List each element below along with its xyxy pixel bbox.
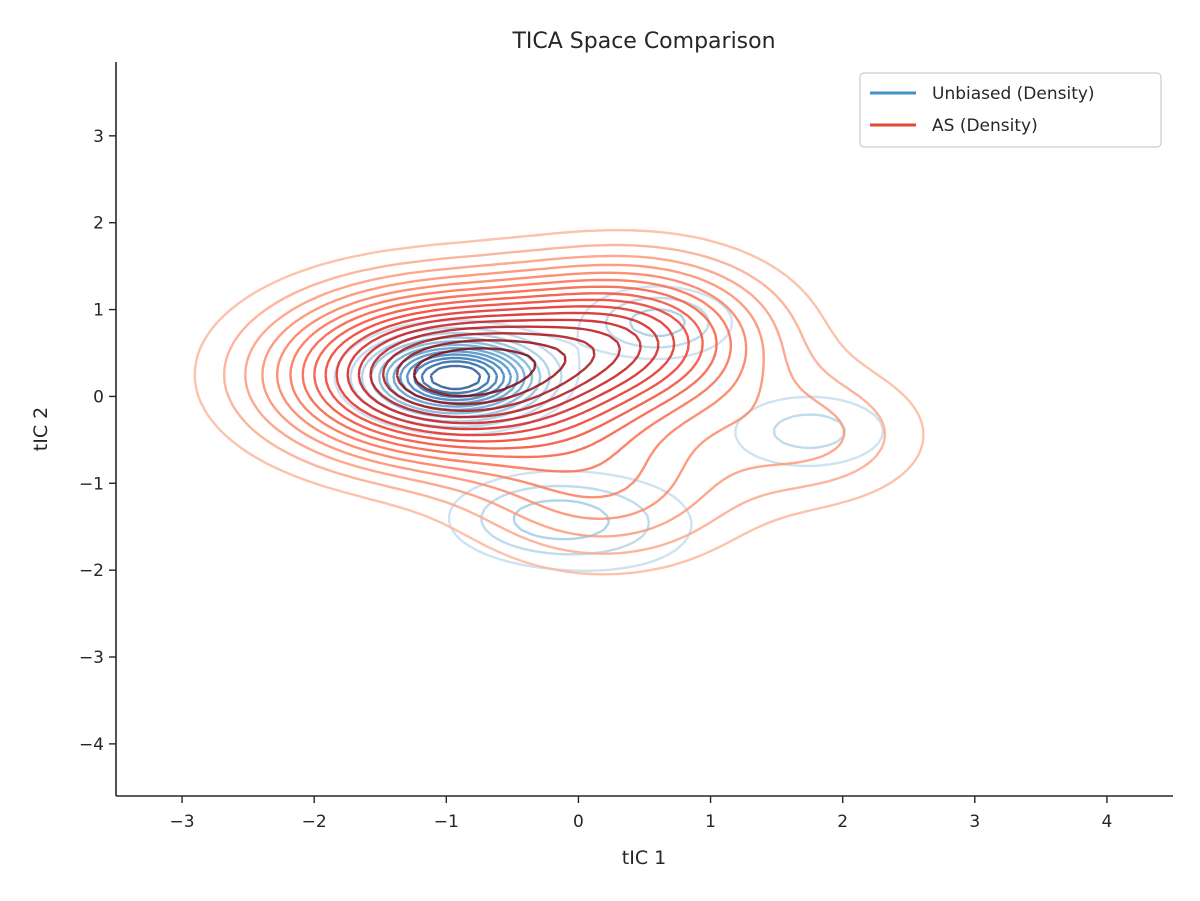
axes — [115, 62, 1173, 797]
x-ticks: −3 −2 −1 0 1 2 3 4 — [170, 796, 1113, 832]
x-tick-label: 2 — [837, 812, 848, 832]
as-contour-line — [244, 254, 846, 538]
x-tick-label: 3 — [969, 812, 980, 832]
y-tick-label: 0 — [93, 387, 104, 407]
x-tick-label: 0 — [573, 812, 584, 832]
x-tick-label: 4 — [1102, 812, 1113, 832]
as-contour-line — [275, 271, 748, 499]
as-contour-line — [335, 305, 676, 437]
chart-title: TICA Space Comparison — [511, 29, 775, 54]
unbiased-density-contours — [333, 285, 885, 572]
as-contour-line — [289, 278, 732, 473]
y-axis-label: tIC 2 — [30, 407, 52, 451]
legend-label-unbiased: Unbiased (Density) — [932, 84, 1095, 104]
y-tick-label: −1 — [79, 474, 104, 494]
y-tick-label: 3 — [93, 127, 104, 147]
as-contour-line — [381, 332, 596, 412]
x-tick-label: −2 — [302, 812, 327, 832]
unbiased-contour-line — [429, 364, 482, 391]
x-tick-label: −3 — [170, 812, 195, 832]
legend: Unbiased (Density) AS (Density) — [859, 72, 1162, 148]
as-contour-line — [313, 292, 704, 450]
as-contour-line — [346, 311, 660, 431]
y-tick-label: −2 — [79, 561, 104, 581]
y-tick-label: 2 — [93, 214, 104, 234]
as-contour-line — [261, 263, 765, 520]
y-tick-label: 1 — [93, 301, 104, 321]
legend-box — [859, 72, 1162, 148]
y-tick-label: −4 — [79, 735, 104, 755]
x-axis-label: tIC 1 — [622, 847, 666, 869]
x-tick-label: 1 — [705, 812, 716, 832]
x-tick-label: −1 — [434, 812, 459, 832]
unbiased-contour-line — [333, 285, 885, 572]
as-contour-line — [412, 347, 537, 398]
as-contour-line — [223, 243, 887, 555]
legend-label-as: AS (Density) — [932, 116, 1038, 136]
y-ticks: −4 −3 −2 −1 0 1 2 3 — [79, 127, 116, 755]
contour-layer — [193, 229, 925, 576]
as-contour-line — [357, 318, 642, 425]
y-tick-label: −3 — [79, 648, 104, 668]
as-density-contours — [193, 229, 925, 576]
as-contour-line — [193, 229, 925, 576]
unbiased-contour-line — [405, 353, 506, 402]
unbiased-contour-line — [420, 360, 491, 395]
as-contour-line — [324, 298, 690, 443]
as-contour-line — [369, 325, 622, 419]
unbiased-contour-line — [413, 356, 499, 398]
as-contour-line — [395, 339, 567, 406]
as-contour-line — [301, 285, 718, 459]
